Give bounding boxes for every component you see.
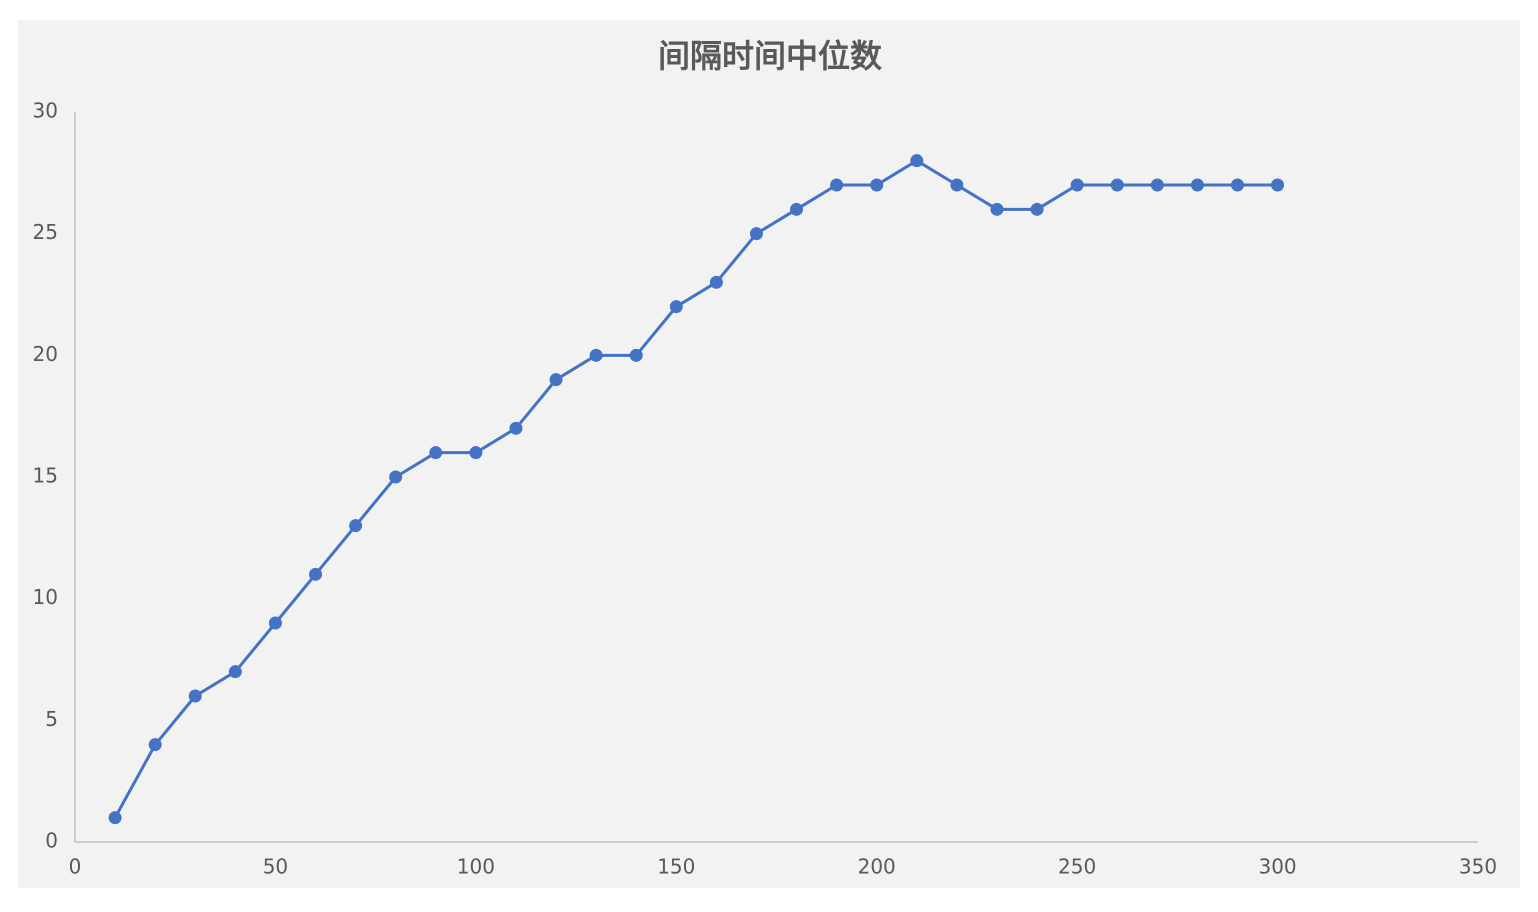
y-tick-label: 0 <box>45 829 58 853</box>
data-point <box>1271 178 1285 192</box>
x-tick-label: 300 <box>1258 855 1296 879</box>
data-point <box>509 421 523 435</box>
data-point <box>589 348 603 362</box>
x-tick-label: 0 <box>69 855 82 879</box>
data-point <box>429 446 443 460</box>
data-point <box>1150 178 1164 192</box>
data-point <box>950 178 964 192</box>
y-tick-label: 25 <box>33 220 58 244</box>
data-point <box>749 227 763 241</box>
y-tick-label: 15 <box>33 464 58 488</box>
data-point <box>669 300 683 314</box>
data-point <box>790 202 804 216</box>
y-tick-label: 5 <box>45 707 58 731</box>
data-point <box>830 178 844 192</box>
data-point <box>1110 178 1124 192</box>
data-point <box>228 665 242 679</box>
x-tick-label: 150 <box>657 855 695 879</box>
data-point <box>549 373 563 387</box>
y-tick-label: 20 <box>33 342 58 366</box>
data-point <box>469 446 483 460</box>
data-point <box>148 738 162 752</box>
x-tick-label: 350 <box>1459 855 1497 879</box>
data-point <box>1190 178 1204 192</box>
y-tick-label: 30 <box>33 99 58 123</box>
data-point <box>188 689 202 703</box>
data-point <box>1030 202 1044 216</box>
data-point <box>389 470 403 484</box>
y-tick-label: 10 <box>33 585 58 609</box>
data-point <box>709 275 723 289</box>
x-tick-label: 100 <box>457 855 495 879</box>
data-line <box>113 159 1278 819</box>
chart-title: 间隔时间中位数 <box>658 37 883 75</box>
data-point <box>309 567 323 581</box>
data-point <box>108 811 122 825</box>
data-point <box>1230 178 1244 192</box>
chart-background <box>18 20 1520 888</box>
data-point <box>1070 178 1084 192</box>
x-tick-label: 250 <box>1058 855 1096 879</box>
data-point <box>268 616 282 630</box>
data-point <box>349 519 363 533</box>
data-point <box>990 202 1004 216</box>
x-tick-label: 50 <box>263 855 288 879</box>
data-point <box>870 178 884 192</box>
x-tick-label: 200 <box>858 855 896 879</box>
data-point <box>910 154 924 168</box>
data-point <box>629 348 643 362</box>
